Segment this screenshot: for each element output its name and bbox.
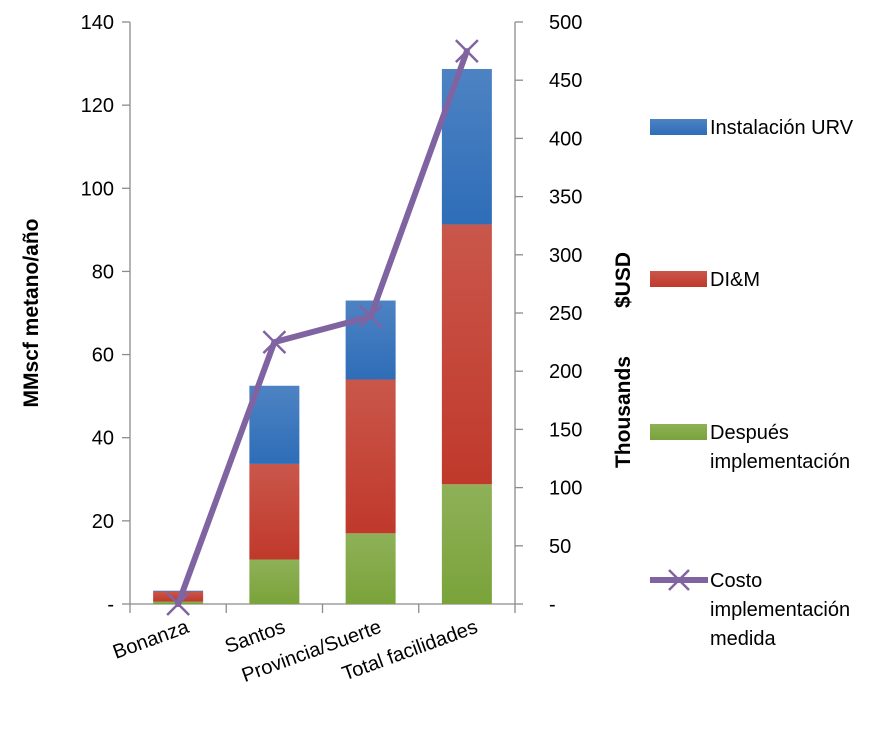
legend-item: Después implementación	[650, 422, 850, 473]
bar-segment	[249, 463, 300, 560]
legend-item: Costo implementación medida	[650, 569, 850, 650]
cost-line-marker	[358, 304, 383, 329]
y-right-tick-label: 150	[549, 419, 582, 441]
y-left-tick-label: 120	[81, 95, 114, 117]
bar-segment	[345, 533, 396, 604]
y-right-tick-label: -	[549, 594, 556, 616]
legend-label: DI&M	[710, 269, 760, 291]
y-left-tick-label: 20	[92, 511, 114, 533]
bar-segment	[249, 559, 300, 604]
legend-label: implementación	[710, 451, 850, 473]
cost-line-marker	[262, 330, 287, 354]
y-right-tick-label: 350	[549, 187, 582, 209]
y-right-tick-label: 250	[549, 303, 582, 325]
y-right-tick-label: 300	[549, 245, 582, 267]
cost-line-marker	[166, 592, 191, 616]
bar-segment	[249, 385, 300, 464]
y-right-tick-label: 500	[549, 12, 582, 34]
bar-segment	[345, 379, 396, 534]
y-right-tick-label: 100	[549, 478, 582, 500]
y-axis-title: MMscf metano/año	[20, 218, 43, 407]
y-right-tick-label: 50	[549, 536, 571, 558]
y-left-tick-label: 60	[92, 345, 114, 367]
legend-swatch	[650, 119, 707, 135]
y-left-tick-label: 80	[92, 261, 114, 283]
legend-label: Instalación URV	[710, 117, 854, 139]
legend-item: Instalación URV	[650, 117, 854, 139]
legend-label: Después	[710, 422, 789, 444]
y-right-tick-label: 200	[549, 361, 582, 383]
legend-label: medida	[710, 628, 776, 650]
axes: - 20 40 60 80 100 120 140 - 50 100 150 200 250 300 350 4…	[20, 12, 635, 687]
legend-swatch	[650, 424, 707, 440]
y-left-tick-label: 100	[81, 178, 114, 200]
y-right-tick-label: 400	[549, 128, 582, 150]
y-right-tick-label: 450	[549, 70, 582, 92]
legend-swatch	[650, 271, 707, 287]
legend-label: implementación	[710, 599, 850, 621]
cost-line-marker	[454, 39, 479, 63]
y-left-tick-label: 140	[81, 12, 114, 34]
y-left-tick-label: -	[107, 594, 114, 616]
bar-segment	[153, 590, 204, 592]
legend-label: Costo	[710, 570, 762, 592]
legend-item: DI&M	[650, 269, 760, 291]
bar-segment	[441, 224, 492, 485]
category-label: Bonanza	[110, 616, 193, 664]
y-left-tick-label: 40	[92, 428, 114, 450]
cost-line	[166, 39, 479, 616]
y2-axis-title-bottom: Thousands	[612, 356, 635, 468]
bar-segment	[441, 484, 492, 604]
bars	[153, 68, 492, 604]
y2-axis-title-top: $USD	[612, 252, 635, 308]
legend: Instalación URV DI&M Después implementación…	[650, 117, 854, 650]
cost-line-path	[175, 48, 470, 607]
